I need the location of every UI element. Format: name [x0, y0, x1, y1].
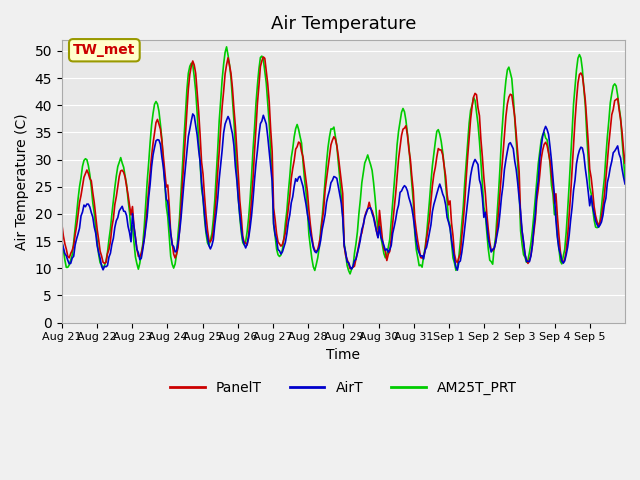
PanelT — [546, 158, 554, 164]
PanelT — [351, 264, 358, 269]
PanelT — [620, 147, 627, 153]
AM25T_PRT — [58, 240, 66, 245]
Legend: PanelT, AirT, AM25T_PRT: PanelT, AirT, AM25T_PRT — [164, 375, 522, 400]
AirT — [620, 174, 627, 180]
AirT — [621, 181, 629, 187]
AirT — [77, 213, 85, 219]
PanelT — [621, 160, 629, 166]
PanelT — [259, 54, 267, 60]
AM25T_PRT — [223, 44, 230, 50]
AirT — [189, 111, 196, 117]
AirT — [58, 239, 66, 245]
X-axis label: Time: Time — [326, 348, 360, 362]
Y-axis label: Air Temperature (C): Air Temperature (C) — [15, 113, 29, 250]
AM25T_PRT — [95, 252, 102, 257]
Line: AM25T_PRT: AM25T_PRT — [62, 47, 625, 274]
AM25T_PRT — [462, 159, 470, 165]
AM25T_PRT — [346, 271, 354, 277]
PanelT — [77, 192, 85, 198]
PanelT — [58, 222, 66, 228]
AirT — [546, 144, 554, 150]
AirT — [462, 211, 470, 217]
PanelT — [462, 175, 470, 181]
AM25T_PRT — [546, 161, 554, 167]
AirT — [95, 250, 102, 255]
Title: Air Temperature: Air Temperature — [271, 15, 416, 33]
PanelT — [95, 237, 102, 242]
AM25T_PRT — [620, 156, 627, 161]
Line: AirT: AirT — [62, 114, 625, 270]
AM25T_PRT — [351, 251, 358, 256]
AM25T_PRT — [621, 177, 629, 182]
AirT — [454, 267, 461, 273]
PanelT — [346, 266, 354, 272]
AirT — [349, 264, 357, 269]
AM25T_PRT — [77, 175, 85, 180]
Line: PanelT: PanelT — [62, 57, 625, 269]
Text: TW_met: TW_met — [73, 43, 136, 57]
